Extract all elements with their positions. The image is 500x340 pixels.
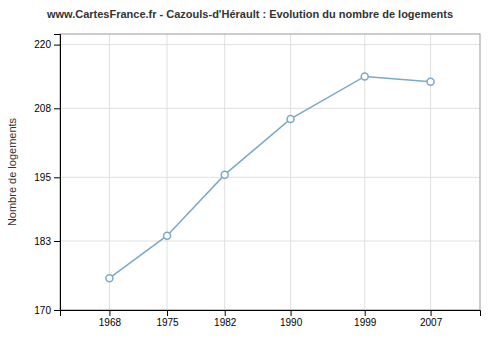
y-axis: 170 183 195 208 220: [34, 35, 60, 316]
x-tick-label: 2007: [420, 317, 443, 328]
grid-line-y: [60, 241, 480, 242]
data-point: [164, 232, 171, 239]
x-axis: 1968 1975 1982 1990 1999 2007: [61, 310, 481, 328]
y-tick-label: 220: [34, 39, 51, 50]
grid-line-y: [60, 177, 480, 178]
grid-line-x: [109, 34, 110, 310]
x-tick-label: 1990: [280, 317, 303, 328]
y-tick: 183: [34, 236, 60, 247]
plot-frame: [60, 34, 480, 310]
data-point: [221, 171, 228, 178]
x-tick-mark: [431, 310, 432, 316]
x-tick-mark: [167, 310, 168, 316]
x-tick: 1999: [354, 310, 377, 328]
y-tick-mark: [54, 45, 60, 46]
x-tick: 1982: [214, 310, 237, 328]
chart-title: www.CartesFrance.fr - Cazouls-d'Hérault …: [46, 8, 453, 20]
x-tick-mark: [225, 310, 226, 316]
y-tick-mark: [54, 108, 60, 109]
x-tick-mark: [291, 310, 292, 316]
y-axis-line: [54, 35, 61, 311]
data-point: [106, 275, 113, 282]
data-layer: [106, 73, 434, 282]
y-tick-label: 183: [34, 236, 51, 247]
x-tick: 1975: [156, 310, 179, 328]
y-tick-label: 208: [34, 103, 51, 114]
y-tick-mark: [54, 310, 60, 311]
plot-area: 1968 1975 1982 1990 1999 2007 170 183 195 208 220: [34, 34, 480, 328]
grid-line-y: [60, 108, 480, 109]
x-tick-mark: [365, 310, 366, 316]
data-point: [427, 78, 434, 85]
chart-svg: 1968 1975 1982 1990 1999 2007 170 183 195 208 220 w…: [0, 0, 500, 340]
grid: [60, 34, 480, 310]
x-axis-line: [61, 311, 481, 317]
y-tick: 195: [34, 172, 60, 183]
y-tick-mark: [54, 241, 60, 242]
grid-line-x: [430, 34, 431, 310]
x-tick: 2007: [420, 310, 443, 328]
y-tick-label: 170: [34, 305, 51, 316]
y-tick: 170: [34, 305, 60, 316]
x-tick-label: 1968: [99, 317, 122, 328]
grid-line-y: [60, 44, 480, 45]
y-tick: 208: [34, 103, 60, 114]
x-tick-label: 1999: [354, 317, 377, 328]
grid-line-x: [167, 34, 168, 310]
x-tick-label: 1975: [156, 317, 179, 328]
y-tick: 220: [34, 39, 60, 50]
series-line: [109, 76, 430, 278]
y-tick-label: 195: [34, 172, 51, 183]
x-tick-label: 1982: [214, 317, 237, 328]
data-point: [287, 115, 294, 122]
y-tick-mark: [54, 177, 60, 178]
x-tick-mark: [109, 310, 110, 316]
chart-container: 1968 1975 1982 1990 1999 2007 170 183 195 208 220 w…: [0, 0, 500, 340]
grid-line-x: [290, 34, 291, 310]
x-tick: 1990: [280, 310, 303, 328]
data-point: [361, 73, 368, 80]
y-axis-title: Nombre de logements: [6, 117, 18, 226]
x-tick: 1968: [99, 310, 122, 328]
